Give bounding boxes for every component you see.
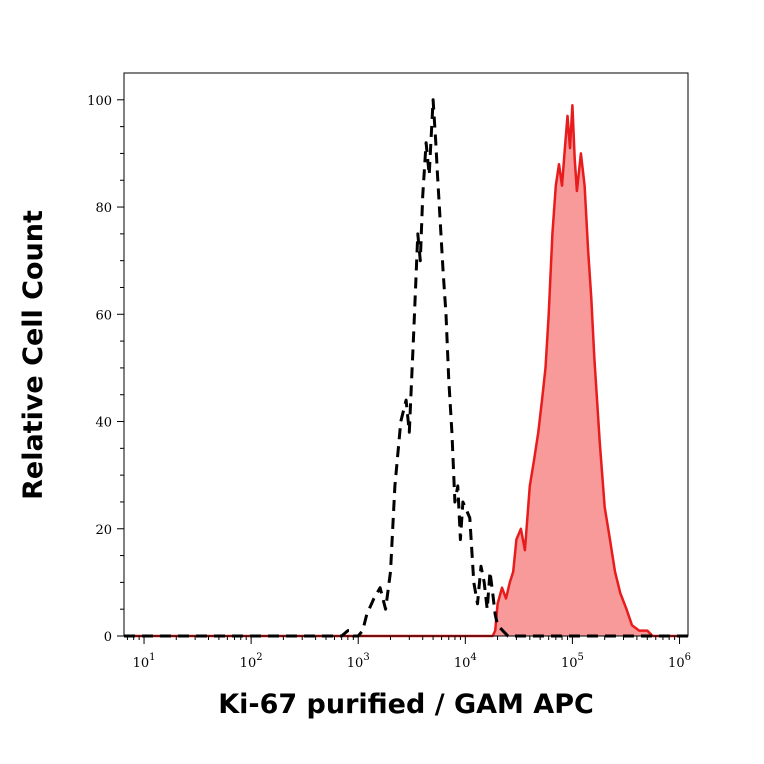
y-tick-label: 40 [95,416,112,431]
plot-area [124,98,688,638]
x-tick-exponent: 5 [578,652,584,663]
x-tick-exponent: 3 [363,652,369,663]
y-tick-label: 60 [95,308,112,323]
y-tick-label: 0 [104,630,112,645]
x-tick-label: 105 [561,652,584,671]
x-tick-label: 102 [240,652,263,671]
x-tick-base: 10 [668,656,685,671]
x-axis-label: Ki-67 purified / GAM APC [218,689,594,720]
x-tick-base: 10 [240,656,257,671]
plot-frame [123,72,689,637]
y-tick-label: 100 [87,94,112,109]
x-tick-label: 101 [133,652,156,671]
x-tick-base: 10 [347,656,364,671]
dashed-histogram-line [124,98,688,638]
y-tick-label: 80 [95,201,112,216]
x-tick-base: 10 [454,656,471,671]
y-tick-label: 20 [95,523,112,538]
filled-histogram-line [124,103,688,638]
x-tick-exponent: 1 [149,652,155,663]
x-tick-label: 103 [347,652,370,671]
x-tick-exponent: 2 [256,652,262,663]
x-tick-base: 10 [133,656,150,671]
x-tick-base: 10 [561,656,578,671]
y-axis-label: Relative Cell Count [18,210,49,500]
x-tick-label: 106 [668,652,691,671]
x-tick-exponent: 6 [685,652,691,663]
x-tick-exponent: 4 [470,652,476,663]
filled-histogram-area [124,105,688,636]
x-tick-label: 104 [454,652,477,671]
